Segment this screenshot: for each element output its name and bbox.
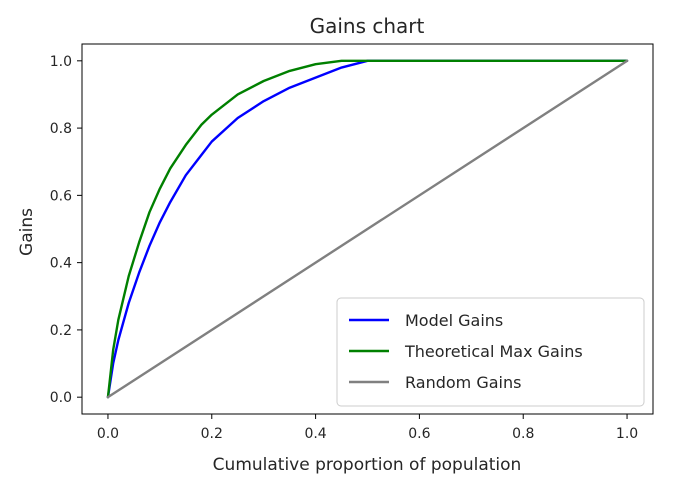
legend-box: [336, 297, 645, 407]
y-tick-label: 0.6: [50, 188, 72, 204]
series-line-theoretical-max-gains: [106, 59, 629, 399]
x-tick-label: 0.4: [304, 426, 326, 442]
x-tick-label: 1.0: [616, 426, 638, 442]
y-tick-label: 1.0: [50, 54, 72, 70]
chart-title: Gains chart: [310, 14, 425, 38]
x-axis-label: Cumulative proportion of population: [213, 455, 522, 475]
legend-label-theoretical-max-gains: Theoretical Max Gains: [404, 342, 583, 361]
legend-label-model-gains: Model Gains: [405, 311, 503, 330]
y-tick-label: 0.8: [50, 121, 72, 137]
series-line-random-gains: [106, 59, 629, 399]
plot-area: [106, 59, 629, 399]
x-tick-label: 0.6: [408, 426, 430, 442]
y-tick-label: 0.4: [50, 256, 72, 272]
y-tick-label: 0.2: [50, 323, 72, 339]
legend-label-random-gains: Random Gains: [405, 373, 521, 392]
axes: 0.0 0.2 0.4 0.6 0.8 1.0 0.0 0.2 0.4 0.6 0.8 1.0: [50, 43, 654, 442]
x-tick-label: 0.0: [97, 426, 119, 442]
y-axis-label: Gains: [17, 208, 37, 256]
legend: Model Gains Theoretical Max Gains Random G…: [336, 297, 645, 407]
plot-frame: [81, 43, 654, 415]
y-tick-label: 0.0: [50, 390, 72, 406]
x-tick-label: 0.2: [201, 426, 223, 442]
x-tick-label: 0.8: [512, 426, 534, 442]
